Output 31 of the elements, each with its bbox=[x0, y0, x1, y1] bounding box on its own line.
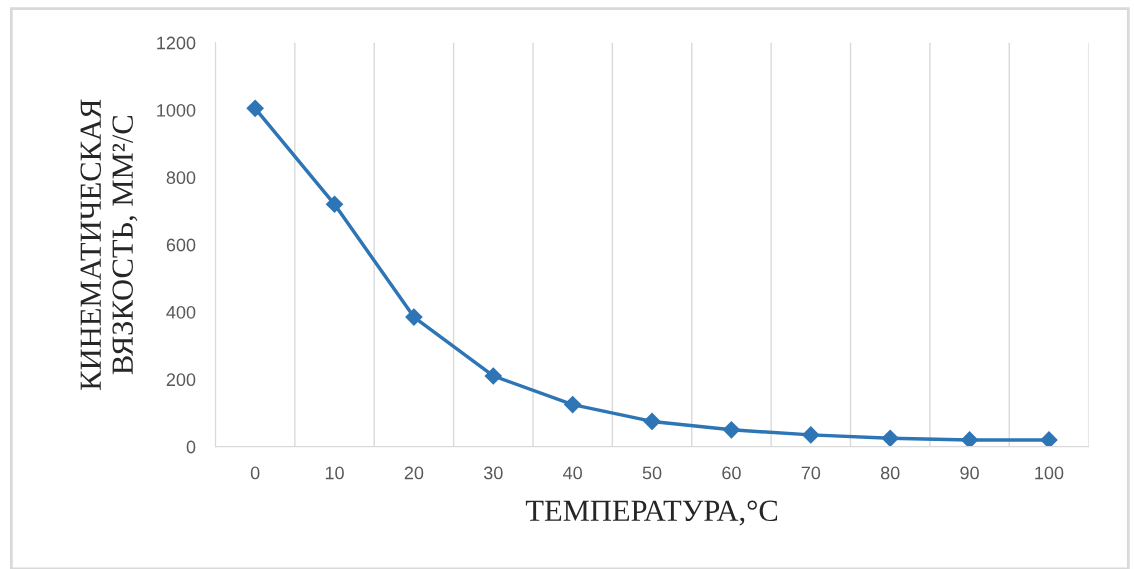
point bbox=[643, 412, 661, 431]
point bbox=[246, 99, 264, 118]
x-tick-label: 20 bbox=[404, 466, 424, 480]
point bbox=[405, 308, 423, 326]
y-tick-label: 1200 bbox=[157, 36, 196, 50]
x-tick-label: 30 bbox=[483, 466, 503, 480]
point bbox=[563, 395, 582, 414]
y-tick-label: 200 bbox=[166, 373, 196, 387]
point bbox=[960, 431, 979, 447]
y-axis-title: КИНЕМАТИЧЕСКАЯ ВЯЗКОСТЬ, ММ²/С bbox=[80, 99, 138, 390]
point bbox=[484, 367, 503, 385]
x-tick-label: 50 bbox=[642, 466, 662, 480]
x-tick-label: 40 bbox=[563, 466, 583, 480]
y-tick-label: 1000 bbox=[157, 103, 196, 117]
x-tick-label: 90 bbox=[960, 466, 979, 480]
point bbox=[1040, 431, 1058, 447]
x-tick-label: 0 bbox=[250, 466, 260, 480]
y-tick-label: 800 bbox=[166, 171, 196, 185]
y-tick-label: 400 bbox=[166, 305, 196, 319]
point bbox=[722, 420, 741, 439]
point bbox=[325, 195, 344, 214]
x-axis-title: ТЕМПЕРАТУРА,°С bbox=[525, 500, 778, 526]
x-tick-label: 10 bbox=[325, 466, 344, 480]
y-tick-label: 600 bbox=[166, 238, 196, 252]
x-tick-label: 60 bbox=[722, 466, 741, 480]
x-tick-label: 80 bbox=[880, 466, 900, 480]
point bbox=[801, 426, 820, 444]
x-tick-label: 70 bbox=[801, 466, 821, 480]
x-tick-label: 100 bbox=[1035, 466, 1064, 480]
point bbox=[881, 429, 900, 447]
y-tick-label: 0 bbox=[186, 440, 196, 454]
